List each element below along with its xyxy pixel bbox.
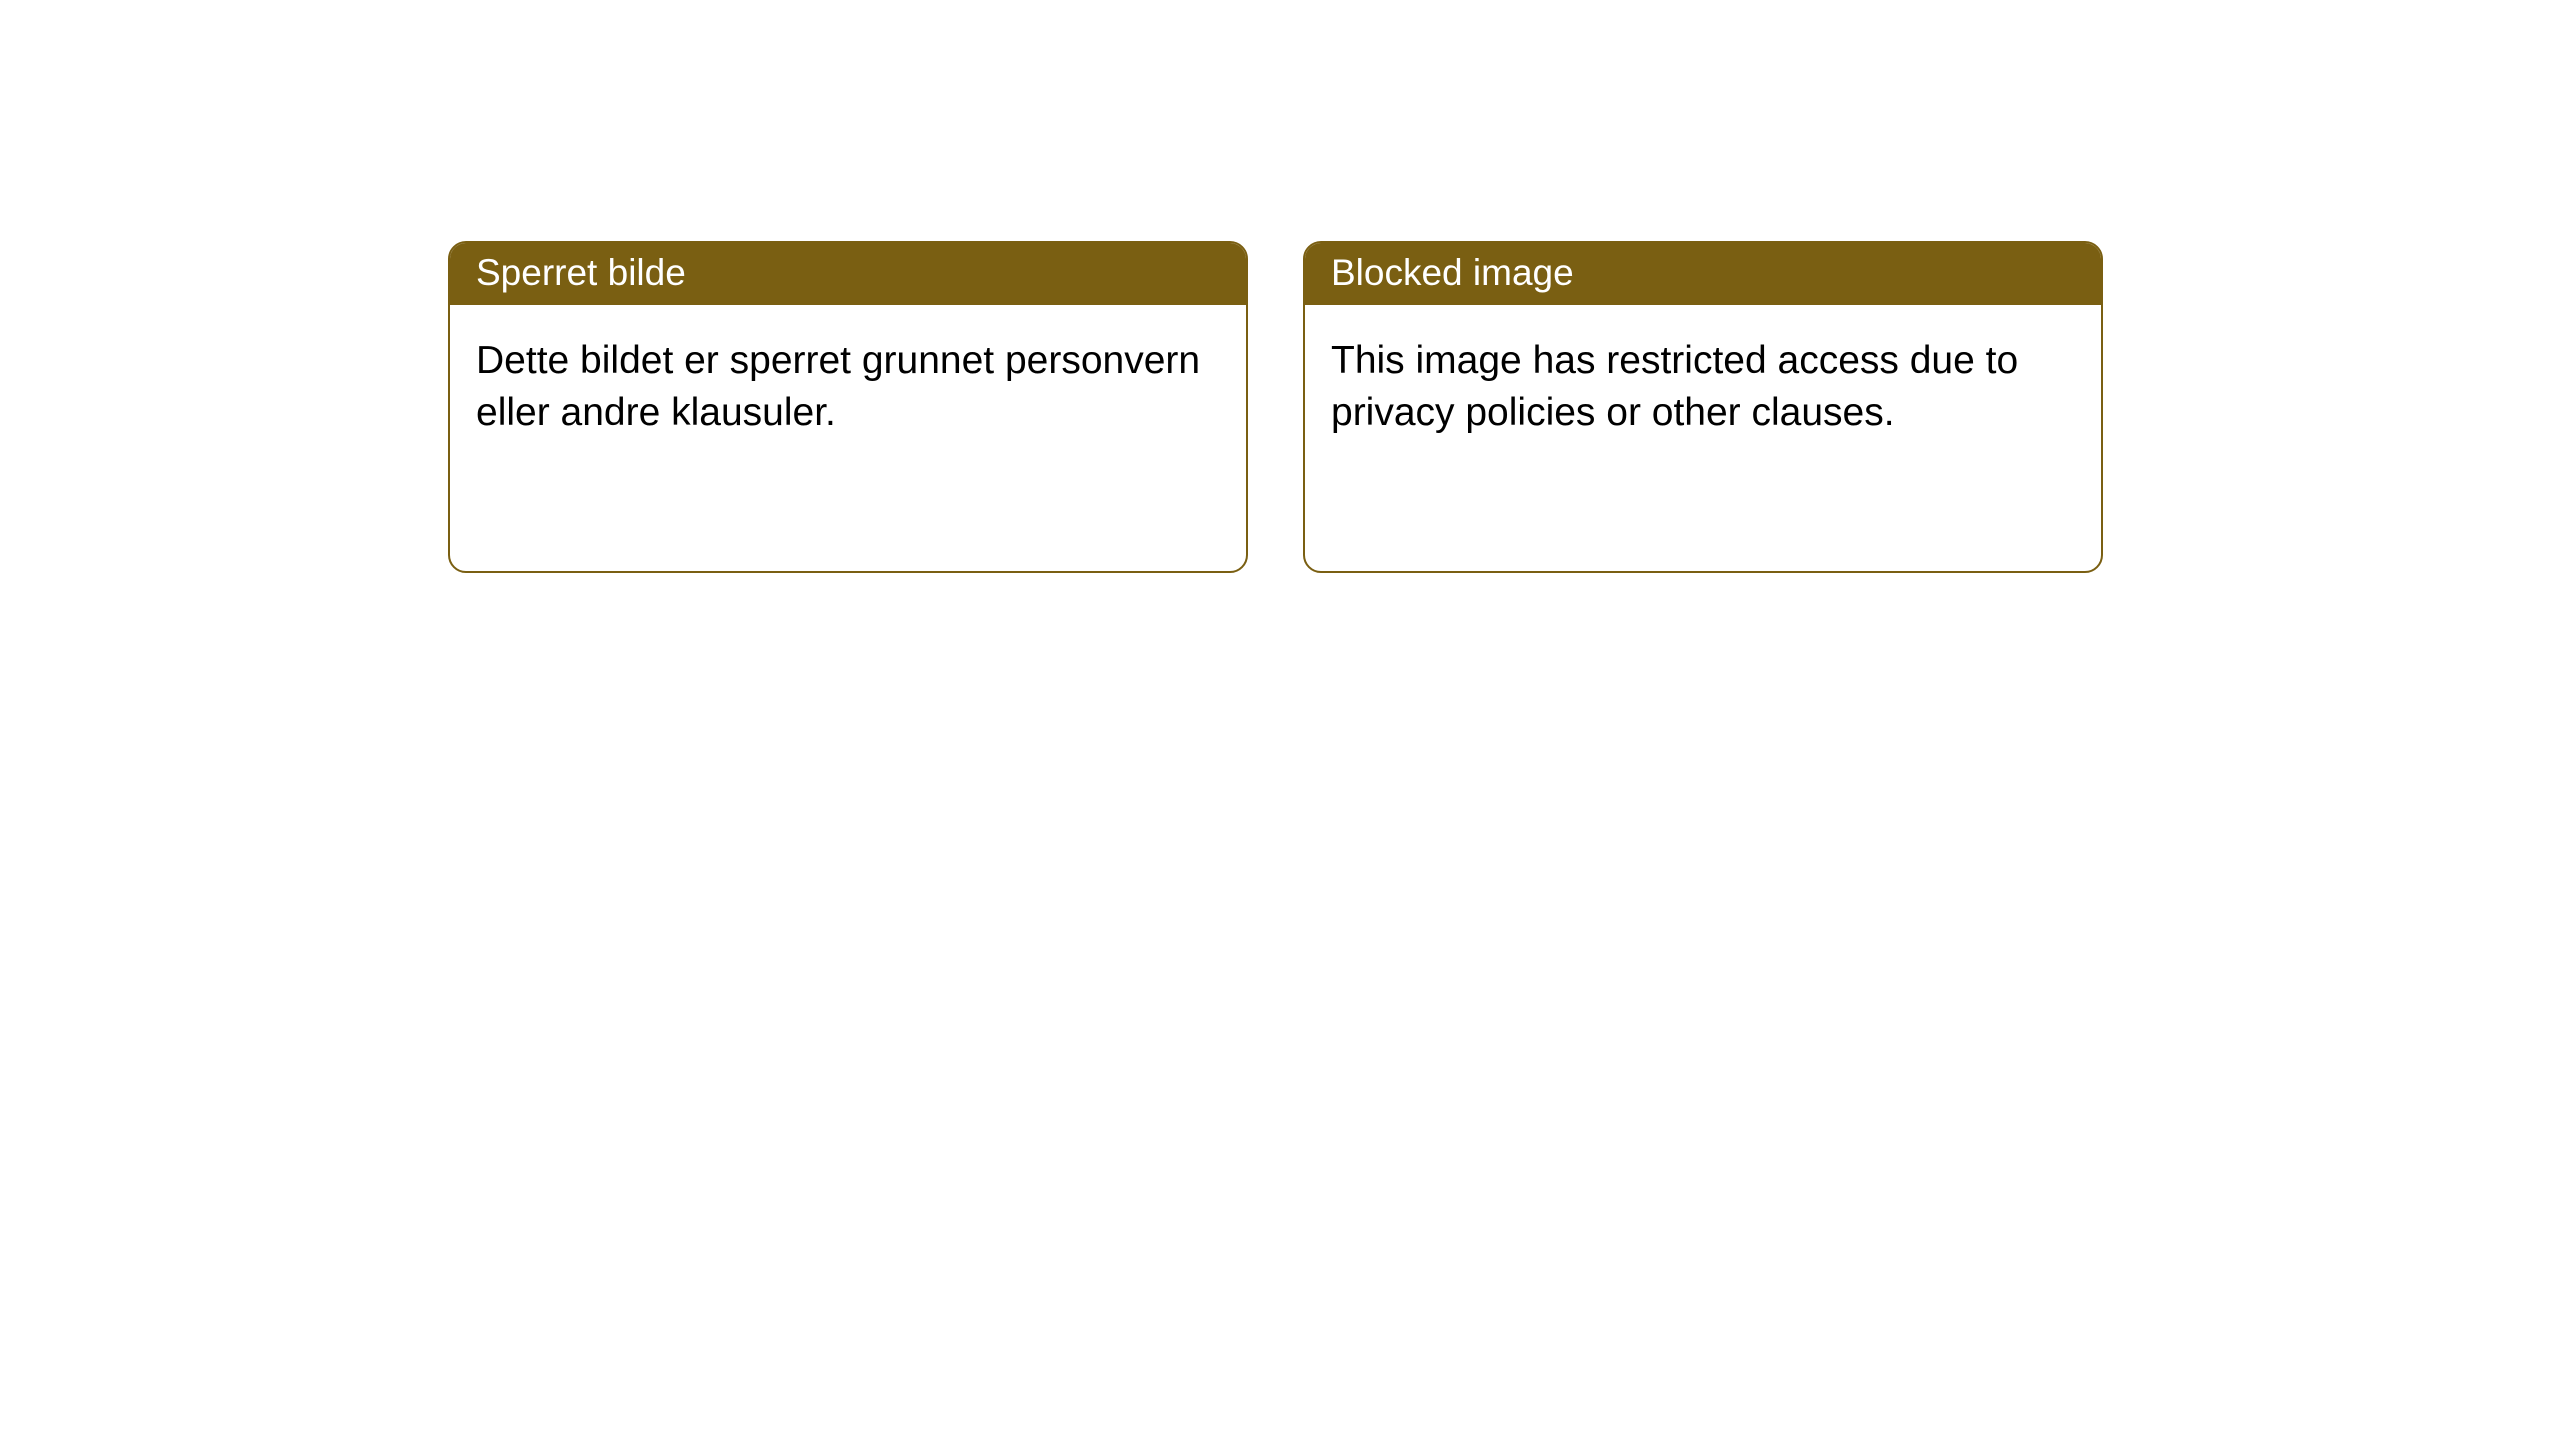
notice-header: Sperret bilde bbox=[450, 243, 1246, 305]
notice-header: Blocked image bbox=[1305, 243, 2101, 305]
notice-body: Dette bildet er sperret grunnet personve… bbox=[450, 305, 1246, 468]
notice-card-norwegian: Sperret bilde Dette bildet er sperret gr… bbox=[448, 241, 1248, 573]
notice-card-english: Blocked image This image has restricted … bbox=[1303, 241, 2103, 573]
notice-body-text: This image has restricted access due to … bbox=[1331, 339, 2018, 433]
notice-body-text: Dette bildet er sperret grunnet personve… bbox=[476, 339, 1200, 433]
notice-title: Sperret bilde bbox=[476, 252, 686, 293]
notice-cards-container: Sperret bilde Dette bildet er sperret gr… bbox=[448, 241, 2103, 573]
notice-title: Blocked image bbox=[1331, 252, 1574, 293]
notice-body: This image has restricted access due to … bbox=[1305, 305, 2101, 468]
